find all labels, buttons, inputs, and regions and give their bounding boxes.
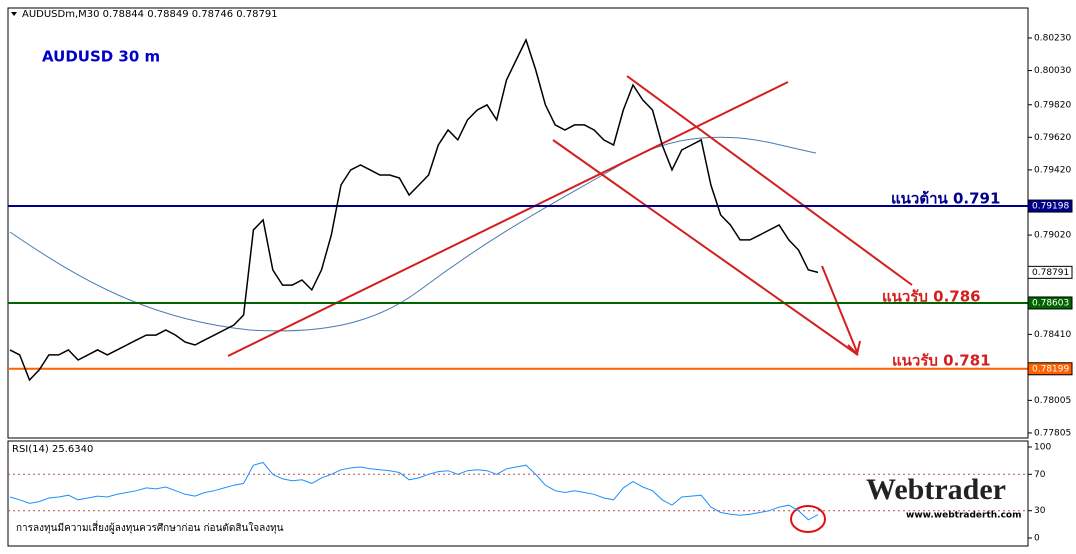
y-tick-label: 70	[1034, 470, 1046, 480]
level-box	[1027, 362, 1073, 376]
y-tick-label: 0.79620	[1034, 133, 1071, 143]
y-tick-label: 0.80030	[1034, 66, 1071, 76]
highlight-circle	[790, 505, 826, 533]
rsi-frame	[7, 440, 1029, 547]
annotation: แนวต้าน 0.791	[891, 190, 1000, 208]
level-box	[1027, 199, 1073, 213]
arrow	[821, 265, 858, 353]
level-label: 0.78199	[1032, 364, 1069, 374]
y-tick-label: 0.78005	[1034, 396, 1071, 406]
moving-average	[9, 136, 817, 332]
y-tick-label: 0.78410	[1034, 330, 1071, 340]
level-label: 0.78791	[1032, 268, 1069, 278]
arrow-head	[847, 340, 861, 356]
y-tick-label: 0.79420	[1034, 165, 1071, 175]
level-label: 0.79198	[1032, 202, 1069, 212]
y-tick-label: 100	[1034, 443, 1051, 453]
y-tick-label: 0.79820	[1034, 100, 1071, 110]
level-box	[1027, 296, 1073, 310]
disclaimer: การลงทุนมีความเสี่ยงผู้ลงทุนควรศึกษาก่อน…	[16, 520, 284, 534]
logo: Webtrader	[866, 473, 1006, 506]
trend-line	[227, 81, 789, 357]
trend-line	[626, 75, 913, 286]
website: www.webtraderth.com	[906, 511, 1021, 521]
chart-title: AUDUSD 30 m	[42, 48, 160, 66]
y-tick-label: 30	[1034, 506, 1046, 516]
rsi-label: RSI(14) 25.6340	[12, 444, 93, 455]
price-line	[9, 461, 819, 521]
y-tick-label: 0.77805	[1034, 428, 1071, 438]
annotation: แนวรับ 0.781	[892, 352, 991, 370]
y-tick-label: 0.80230	[1034, 33, 1071, 43]
annotation: แนวรับ 0.786	[882, 288, 981, 306]
trend-line	[552, 139, 859, 356]
trend-lines	[227, 75, 913, 357]
level-label: 0.78603	[1032, 298, 1069, 308]
main-frame	[7, 7, 1029, 439]
price-line	[9, 37, 819, 382]
y-tick-label: 0	[1034, 533, 1040, 543]
header-icon	[11, 12, 17, 16]
header: AUDUSDm,M30 0.78844 0.78849 0.78746 0.78…	[22, 9, 278, 20]
level-box	[1027, 265, 1073, 279]
y-tick-label: 0.79020	[1034, 231, 1071, 241]
